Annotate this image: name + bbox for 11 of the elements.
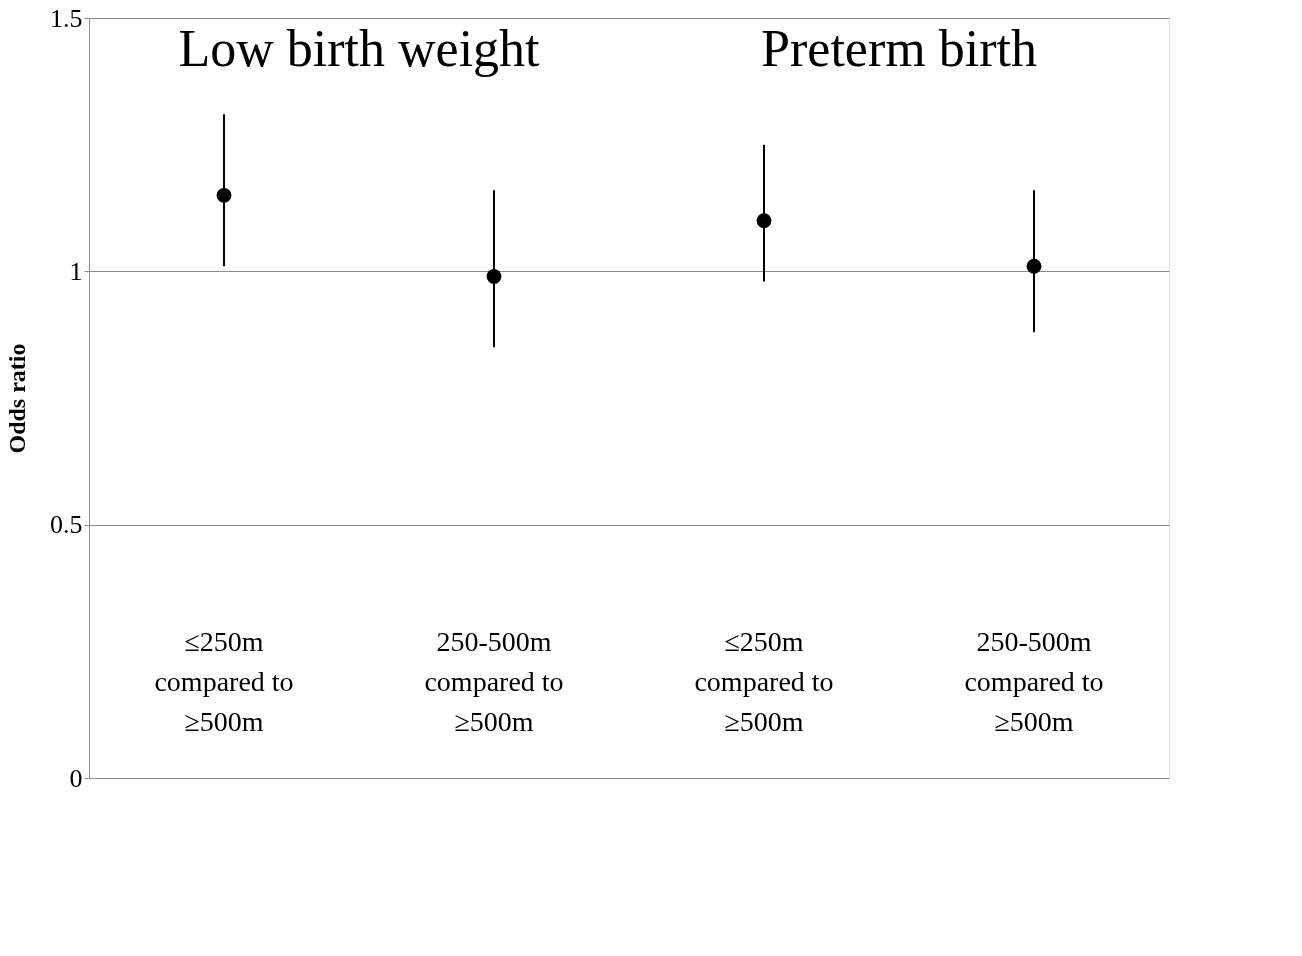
- y-tick-label: 1: [69, 256, 83, 286]
- x-tick-label: 250-500m compared to ≥500m: [964, 625, 1104, 737]
- y-axis-title: Odds ratio: [4, 343, 30, 454]
- x-tick-label: 250-500m compared to ≥500m: [424, 625, 564, 737]
- x-tick-label: ≤250m compared to ≥500m: [154, 625, 294, 737]
- y-tick-label: 0.5: [50, 510, 83, 540]
- annotation: Low birth weight: [178, 19, 541, 77]
- x-tick-label: ≤250m compared to ≥500m: [694, 625, 834, 737]
- y-tick-label: 1.5: [50, 3, 83, 33]
- annotation: Preterm birth: [761, 19, 1037, 77]
- y-tick-label: 0: [69, 763, 83, 793]
